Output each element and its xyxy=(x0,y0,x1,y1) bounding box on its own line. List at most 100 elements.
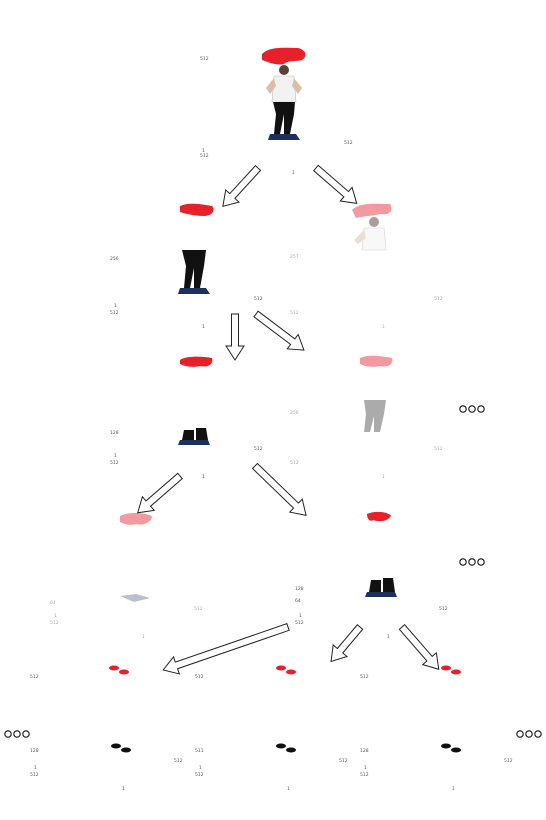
tick-label: 1 xyxy=(287,786,290,792)
tick-label: 512 xyxy=(110,460,119,466)
tick-label: 256 xyxy=(290,410,299,416)
lower-legs-segment xyxy=(364,400,386,432)
arrow-n1-n3 xyxy=(225,313,245,361)
tick-label: 512 xyxy=(30,674,39,680)
tick-label: 1 xyxy=(382,474,385,480)
node-feet-3: 512 128 512 1 1 512 xyxy=(30,652,183,797)
tick-label: 128 xyxy=(295,586,304,592)
feet-segment xyxy=(178,428,210,445)
axes-box xyxy=(205,652,345,797)
node-feet-4: 512 511 512 1 1 512 xyxy=(195,652,348,797)
torso-segment xyxy=(354,217,387,251)
tick-label: 512 xyxy=(295,620,304,626)
feet-segment xyxy=(365,578,397,597)
tick-label: 512 xyxy=(195,674,204,680)
node-legs: 256 512 1 512 1 xyxy=(110,190,263,335)
axes-box xyxy=(370,652,510,797)
tick-label: 128 xyxy=(30,748,39,754)
tick-label: 1 xyxy=(202,474,205,480)
tick-label: 1 xyxy=(54,613,57,619)
tick-label: 1 xyxy=(122,786,125,792)
tick-label: 1 xyxy=(114,453,117,459)
arrow-n3-n5 xyxy=(137,472,184,514)
tick-label: 1 xyxy=(202,324,205,330)
tick-label: 1 xyxy=(202,148,205,154)
mask-region xyxy=(276,665,296,675)
mask-region xyxy=(367,511,391,522)
tick-label: 1 xyxy=(387,634,390,640)
tick-label: 64 xyxy=(295,598,301,604)
tick-label: 512 xyxy=(360,772,369,778)
tick-label: 1 xyxy=(199,765,202,771)
tick-label: 512 xyxy=(174,758,183,764)
tick-label: 512 xyxy=(504,758,513,764)
tick-label: 1 xyxy=(299,613,302,619)
continuation-dots xyxy=(459,405,485,413)
mask-region xyxy=(120,513,152,525)
mask-region xyxy=(180,203,214,216)
tick-label: 511 xyxy=(195,748,204,754)
tick-label: 512 xyxy=(434,296,443,302)
axes-box xyxy=(40,652,180,797)
arrow-n0-n1 xyxy=(222,164,262,208)
tick-label: 256 xyxy=(110,256,119,262)
tick-label: 257 xyxy=(290,254,299,260)
tick-label: 64 xyxy=(50,600,56,606)
node-feet-5: 512 128 512 1 1 512 xyxy=(360,652,513,797)
tick-label: 1 xyxy=(114,303,117,309)
tick-label: 1 xyxy=(382,324,385,330)
arrow-n1-n4 xyxy=(253,310,305,351)
mask-region xyxy=(360,355,393,367)
tick-label: 1 xyxy=(364,765,367,771)
tick-label: 128 xyxy=(110,430,119,436)
tick-label: 512 xyxy=(200,56,209,62)
tick-label: 512 xyxy=(30,772,39,778)
arrow-n6-n9 xyxy=(398,623,440,670)
arrow-n6-n8 xyxy=(330,624,364,663)
node-full-body: 512 1 512 1 512 xyxy=(200,32,353,177)
mask-region xyxy=(180,356,213,367)
tick-label: 128 xyxy=(360,748,369,754)
tick-label: 512 xyxy=(50,620,59,626)
tick-label: 512 xyxy=(200,153,209,159)
tick-label: 512 xyxy=(439,606,448,612)
arrow-n6-n7 xyxy=(162,623,290,675)
node-feet-2: 128 64 512 1 1 512 xyxy=(295,500,448,645)
arrow-n0-n2 xyxy=(312,164,358,205)
feet-segment xyxy=(276,743,296,753)
continuation-dots xyxy=(516,730,542,738)
tick-label: 512 xyxy=(195,772,204,778)
axes-box xyxy=(305,500,445,645)
node-shins: 64 512 1 512 1 xyxy=(50,500,203,645)
shins-segment xyxy=(120,594,150,602)
feet-segment xyxy=(111,743,131,753)
tick-label: 1 xyxy=(292,170,295,176)
tick-label: 512 xyxy=(339,758,348,764)
tick-label: 512 xyxy=(254,296,263,302)
tick-label: 512 xyxy=(290,310,299,316)
node-lower-legs: 256 512 1 512 xyxy=(290,340,443,485)
tick-label: 512 xyxy=(434,446,443,452)
node-feet: 128 512 1 512 1 xyxy=(110,340,263,485)
arrow-n3-n6 xyxy=(251,462,307,516)
tick-label: 512 xyxy=(360,674,369,680)
tick-label: 512 xyxy=(110,310,119,316)
person-full xyxy=(266,65,302,140)
tick-label: 512 xyxy=(194,606,203,612)
arrows xyxy=(137,164,440,675)
tick-label: 1 xyxy=(34,765,37,771)
tick-label: 1 xyxy=(142,634,145,640)
tick-label: 512 xyxy=(344,140,353,146)
tick-label: 512 xyxy=(254,446,263,452)
mask-region xyxy=(262,47,306,65)
mask-region xyxy=(441,665,461,675)
tick-label: 512 xyxy=(290,460,299,466)
mask-region xyxy=(352,203,392,218)
legs-segment xyxy=(178,250,210,294)
node-torso: 257 512 1 512 xyxy=(290,190,443,335)
mask-region xyxy=(109,665,129,675)
tick-label: 1 xyxy=(452,786,455,792)
feet-segment xyxy=(441,743,461,753)
continuation-dots xyxy=(459,558,485,566)
